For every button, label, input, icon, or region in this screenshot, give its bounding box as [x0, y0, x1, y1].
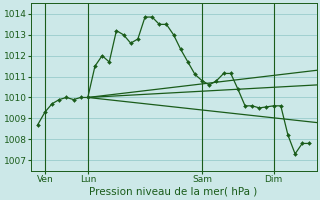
X-axis label: Pression niveau de la mer( hPa ): Pression niveau de la mer( hPa ) [90, 187, 258, 197]
